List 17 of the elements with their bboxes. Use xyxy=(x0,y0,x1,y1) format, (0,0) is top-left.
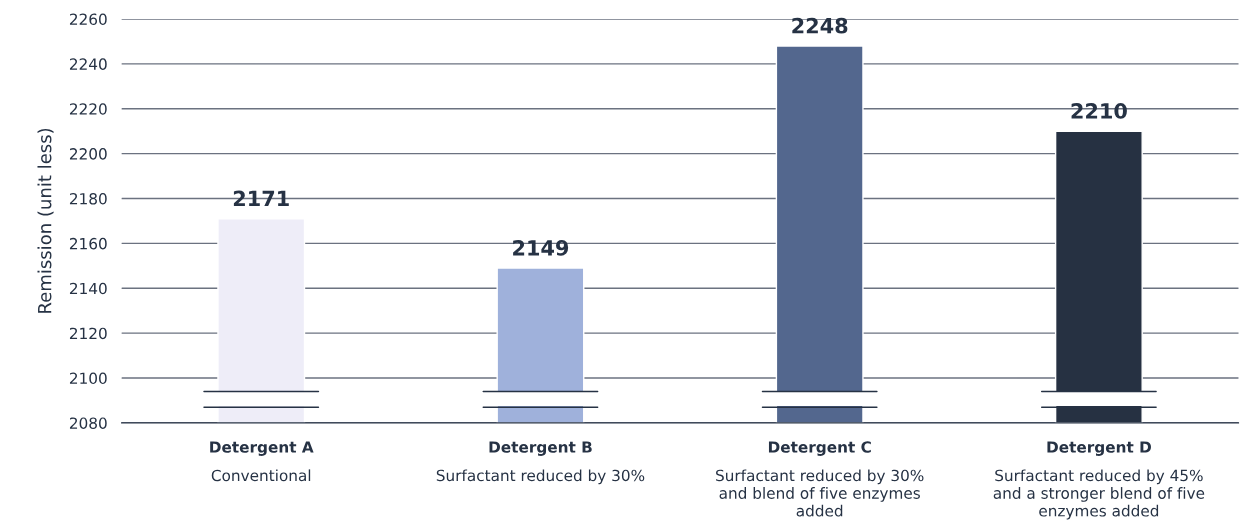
x-tick-label: Detergent C Surfactant reduced by 30% and blend of five enzymes added xyxy=(716,441,924,517)
y-tick-label: 2160 xyxy=(69,237,107,250)
y-tick-label: 2220 xyxy=(69,103,107,115)
y-tick-label: 2140 xyxy=(69,282,107,295)
x-tick-label: Detergent A Conventional xyxy=(210,441,314,482)
y-tick-label: 2240 xyxy=(69,58,107,70)
y-tick-label: 2260 xyxy=(69,13,107,26)
y-tick-label: 2100 xyxy=(69,372,107,385)
data-label: 2149 xyxy=(513,239,569,256)
y-tick-label: 2200 xyxy=(69,148,107,160)
x-tick-label: Detergent B Surfactant reduced by 30% xyxy=(436,441,645,485)
y-axis-title: Remission (unit less) xyxy=(37,128,54,313)
y-tick-label: 2120 xyxy=(69,327,107,340)
x-tick-label: Detergent D Surfactant reduced by 45% and a stronger blend of five enzymes added xyxy=(993,441,1205,520)
y-tick-label: 2080 xyxy=(69,417,107,429)
y-tick-label: 2180 xyxy=(69,192,107,205)
data-label: 2248 xyxy=(792,17,848,34)
